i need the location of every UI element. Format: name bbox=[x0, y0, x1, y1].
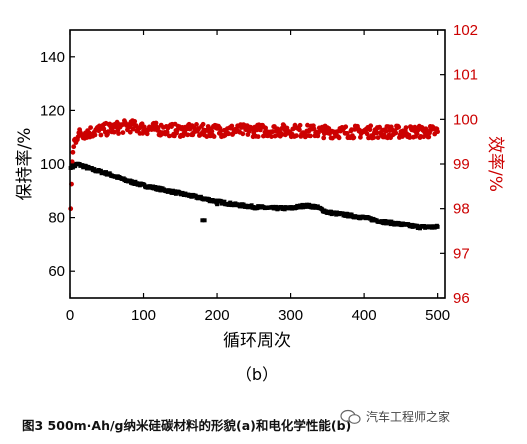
chart: 保持率/% 效率/% 循环周次 （b） 0 100 200 300 400 500 60 80… bbox=[15, 22, 505, 384]
efficiency-point bbox=[375, 135, 381, 141]
efficiency-point bbox=[426, 134, 432, 140]
efficiency-point bbox=[211, 134, 217, 139]
retention-outlier-point bbox=[215, 202, 220, 207]
efficiency-point bbox=[255, 134, 261, 140]
retention-point bbox=[345, 211, 350, 216]
x-tick-label: 100 bbox=[131, 307, 156, 324]
efficiency-point bbox=[229, 123, 235, 129]
efficiency-point bbox=[435, 129, 440, 135]
plot-frame bbox=[69, 29, 446, 299]
efficiency-point bbox=[218, 128, 224, 134]
efficiency-point bbox=[297, 122, 303, 128]
efficiency-point bbox=[393, 130, 399, 136]
y-left-tick-label: 100 bbox=[40, 156, 65, 173]
y-right-tick-label: 96 bbox=[453, 290, 470, 307]
y-left-tick-label: 80 bbox=[48, 210, 65, 227]
efficiency-point bbox=[226, 131, 232, 137]
y-axis-right-label: 效率/% bbox=[485, 136, 505, 192]
efficiency-point bbox=[336, 135, 342, 141]
efficiency-point bbox=[321, 135, 327, 141]
efficiency-point bbox=[294, 133, 299, 139]
efficiency-series bbox=[68, 118, 440, 212]
efficiency-point bbox=[269, 134, 274, 140]
panel-label: （b） bbox=[236, 365, 278, 384]
efficiency-point bbox=[209, 128, 215, 134]
y-right-tick-label: 98 bbox=[453, 201, 470, 218]
efficiency-point bbox=[297, 127, 302, 133]
efficiency-point bbox=[407, 135, 413, 140]
efficiency-point bbox=[377, 124, 382, 130]
efficiency-point bbox=[308, 133, 313, 139]
efficiency-point bbox=[424, 127, 429, 133]
retention-outlier-point bbox=[200, 218, 205, 223]
efficiency-point bbox=[322, 131, 327, 137]
retention-series bbox=[68, 161, 440, 231]
y-right-tick-label: 102 bbox=[453, 22, 478, 39]
efficiency-point bbox=[185, 132, 191, 138]
efficiency-point bbox=[343, 124, 349, 130]
plot-area bbox=[68, 118, 440, 231]
efficiency-point bbox=[200, 121, 206, 127]
efficiency-point bbox=[127, 129, 133, 135]
efficiency-point bbox=[144, 131, 150, 137]
y-left-tick-label: 60 bbox=[48, 263, 65, 280]
watermark-text: 汽车工程师之家 bbox=[366, 410, 451, 424]
efficiency-point bbox=[358, 134, 363, 140]
efficiency-point bbox=[98, 132, 104, 138]
efficiency-point bbox=[263, 125, 268, 131]
y-axis-left-label: 保持率/% bbox=[15, 128, 35, 201]
efficiency-point bbox=[116, 131, 121, 136]
efficiency-point bbox=[153, 120, 159, 126]
efficiency-point bbox=[240, 131, 246, 137]
efficiency-point bbox=[92, 132, 98, 138]
efficiency-point bbox=[111, 129, 117, 135]
y-left-tick-label: 140 bbox=[40, 49, 65, 66]
efficiency-point bbox=[414, 131, 420, 137]
y-left-tick-label: 120 bbox=[40, 102, 65, 119]
wechat-icon bbox=[340, 409, 361, 424]
y-right-tick-label: 101 bbox=[453, 67, 478, 84]
retention-point bbox=[222, 199, 227, 204]
x-axis-label: 循环周次 bbox=[223, 331, 291, 351]
watermark: 汽车工程师之家 bbox=[340, 408, 450, 425]
efficiency-point bbox=[164, 129, 170, 135]
efficiency-point bbox=[344, 131, 350, 136]
x-tick-label: 400 bbox=[352, 307, 377, 324]
efficiency-point bbox=[105, 129, 111, 135]
x-tick-label: 500 bbox=[425, 307, 450, 324]
efficiency-point bbox=[120, 130, 126, 136]
efficiency-point bbox=[70, 149, 76, 155]
efficiency-point bbox=[132, 119, 138, 124]
efficiency-point bbox=[368, 123, 374, 129]
efficiency-point bbox=[69, 159, 75, 165]
efficiency-point bbox=[351, 135, 357, 141]
efficiency-point bbox=[258, 127, 263, 133]
y-right-tick-label: 99 bbox=[453, 156, 470, 173]
retention-point bbox=[382, 221, 386, 226]
y-right-tick-label: 100 bbox=[453, 111, 478, 128]
efficiency-point bbox=[71, 144, 77, 150]
retention-point bbox=[435, 224, 440, 229]
efficiency-point bbox=[364, 131, 370, 137]
efficiency-point bbox=[371, 135, 377, 141]
x-tick-label: 300 bbox=[278, 307, 303, 324]
retention-outlier-point bbox=[202, 218, 207, 223]
efficiency-point bbox=[383, 128, 389, 134]
efficiency-point bbox=[305, 122, 310, 128]
x-tick-label: 200 bbox=[205, 307, 230, 324]
efficiency-point bbox=[88, 125, 93, 130]
figure-caption-bar: 图3 500m·Ah/g纳米硅碳材料的形貌(a)和电化学性能(b) bbox=[0, 405, 527, 435]
figure-caption: 图3 500m·Ah/g纳米硅碳材料的形貌(a)和电化学性能(b) bbox=[22, 418, 352, 433]
x-tick-label: 0 bbox=[66, 307, 74, 324]
retention-point bbox=[228, 200, 233, 205]
efficiency-point bbox=[421, 134, 427, 140]
efficiency-point bbox=[396, 124, 402, 130]
efficiency-point bbox=[403, 125, 409, 130]
efficiency-point bbox=[194, 122, 199, 127]
efficiency-point bbox=[166, 133, 172, 139]
y-right-tick-label: 97 bbox=[453, 245, 470, 262]
efficiency-point bbox=[367, 127, 373, 133]
efficiency-point bbox=[374, 130, 379, 136]
